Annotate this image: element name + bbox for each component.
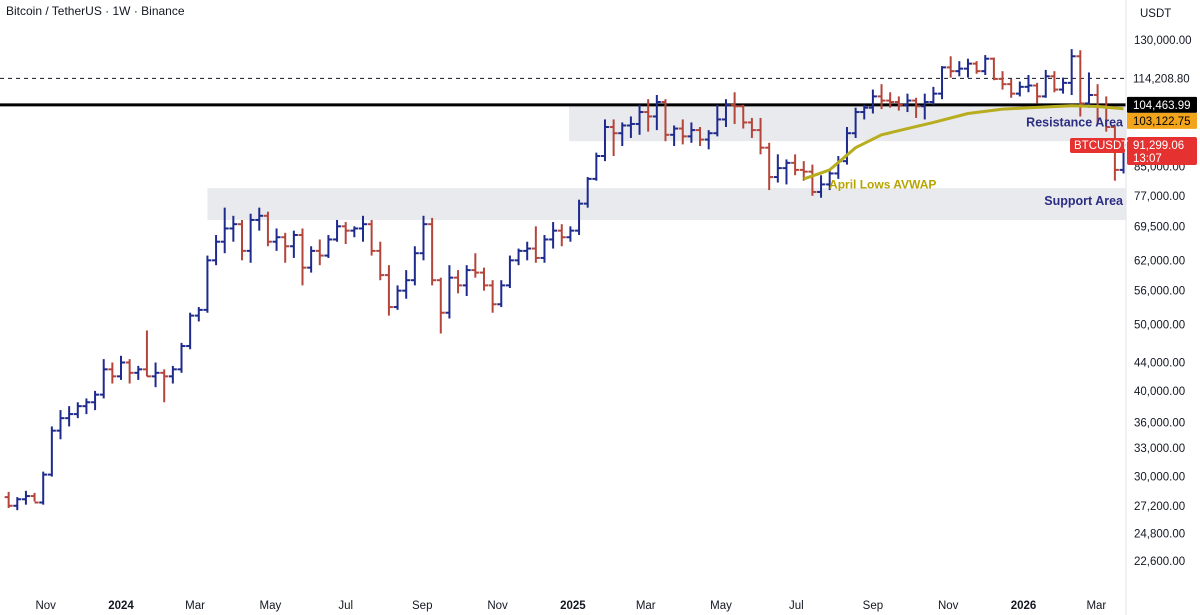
- resistance-area-label: Resistance Area: [1026, 115, 1124, 129]
- avwap-line: [803, 104, 1124, 181]
- y-tick-label: 44,000.00: [1134, 357, 1185, 369]
- x-tick-label: Nov: [938, 600, 959, 612]
- x-tick-label: 2024: [108, 600, 134, 612]
- time-axis: Nov 2024 Mar May Jul Sep Nov 2025 Mar May Jul Sep No…: [35, 600, 1106, 612]
- y-tick-label: 22,600.00: [1134, 556, 1185, 568]
- x-tick-label: Mar: [1086, 600, 1106, 612]
- current-price-tag-bg: [1127, 137, 1197, 166]
- x-tick-label: Nov: [487, 600, 508, 612]
- resistance-price-tag-bg: [1127, 96, 1197, 113]
- x-tick-label: 2025: [560, 600, 586, 612]
- y-tick-label: 30,000.00: [1134, 472, 1185, 484]
- y-tick-label: 69,500.00: [1134, 221, 1185, 233]
- x-tick-label: Sep: [412, 600, 432, 612]
- avwap-price-tag-bg: [1127, 112, 1197, 129]
- y-tick-label: 36,000.00: [1134, 417, 1185, 429]
- price-axis: USDT130,000.0085,000.0077,000.0069,500.0…: [1125, 0, 1200, 615]
- countdown-label: 13:07: [1133, 153, 1162, 165]
- x-tick-label: Jul: [338, 600, 353, 612]
- x-tick-label: May: [710, 600, 732, 612]
- y-tick-label: 40,000.00: [1134, 386, 1185, 398]
- levels-layer: [0, 77, 1126, 107]
- y-tick-label: 77,000.00: [1134, 191, 1185, 203]
- bars-layer: [4, 49, 1128, 511]
- y-tick-label: 130,000.00: [1134, 35, 1192, 47]
- x-tick-label: Sep: [863, 600, 883, 612]
- y-tick-label: 62,000.00: [1134, 255, 1185, 267]
- x-tick-label: May: [260, 600, 282, 612]
- y-tick-label: 56,000.00: [1134, 286, 1185, 298]
- avwap-price-tag: 103,122.75: [1133, 116, 1191, 128]
- y-tick-label: 27,200.00: [1134, 501, 1185, 513]
- dashed-price-tag: 114,208.80: [1133, 73, 1190, 85]
- symbol-tag-bg: [1070, 138, 1125, 154]
- y-tick-label: 24,800.00: [1134, 528, 1185, 540]
- x-tick-label: Nov: [35, 600, 56, 612]
- avwap-label: April Lows AVWAP: [829, 177, 936, 191]
- x-tick-label: 2026: [1011, 600, 1037, 612]
- axis-unit-label: USDT: [1140, 8, 1171, 20]
- current-price-tag: 91,299.06: [1133, 140, 1184, 152]
- chart-title: Bitcoin / TetherUS · 1W · Binance: [6, 4, 185, 18]
- x-tick-label: Jul: [789, 600, 804, 612]
- dashed-price-tag-bg: [1127, 70, 1197, 87]
- avwap-layer: [803, 104, 1124, 181]
- x-tick-label: Mar: [185, 600, 205, 612]
- symbol-tag: BTCUSDT: [1074, 140, 1128, 152]
- price-tags: 114,208.80 104,463.99 103,122.75 91,299.061…: [1070, 70, 1197, 166]
- annotations-layer: Resistance Area Support Area April Lows AV…: [829, 115, 1124, 208]
- zones-layer: [207, 106, 1127, 220]
- support-area-label: Support Area: [1044, 194, 1124, 208]
- y-tick-label: 50,000.00: [1134, 319, 1185, 331]
- price-axis-bg: [1126, 0, 1200, 615]
- y-tick-label: 33,000.00: [1134, 443, 1185, 455]
- resistance-price-tag: 104,463.99: [1133, 100, 1191, 112]
- x-tick-label: Mar: [636, 600, 656, 612]
- support-area-zone: [207, 188, 1127, 220]
